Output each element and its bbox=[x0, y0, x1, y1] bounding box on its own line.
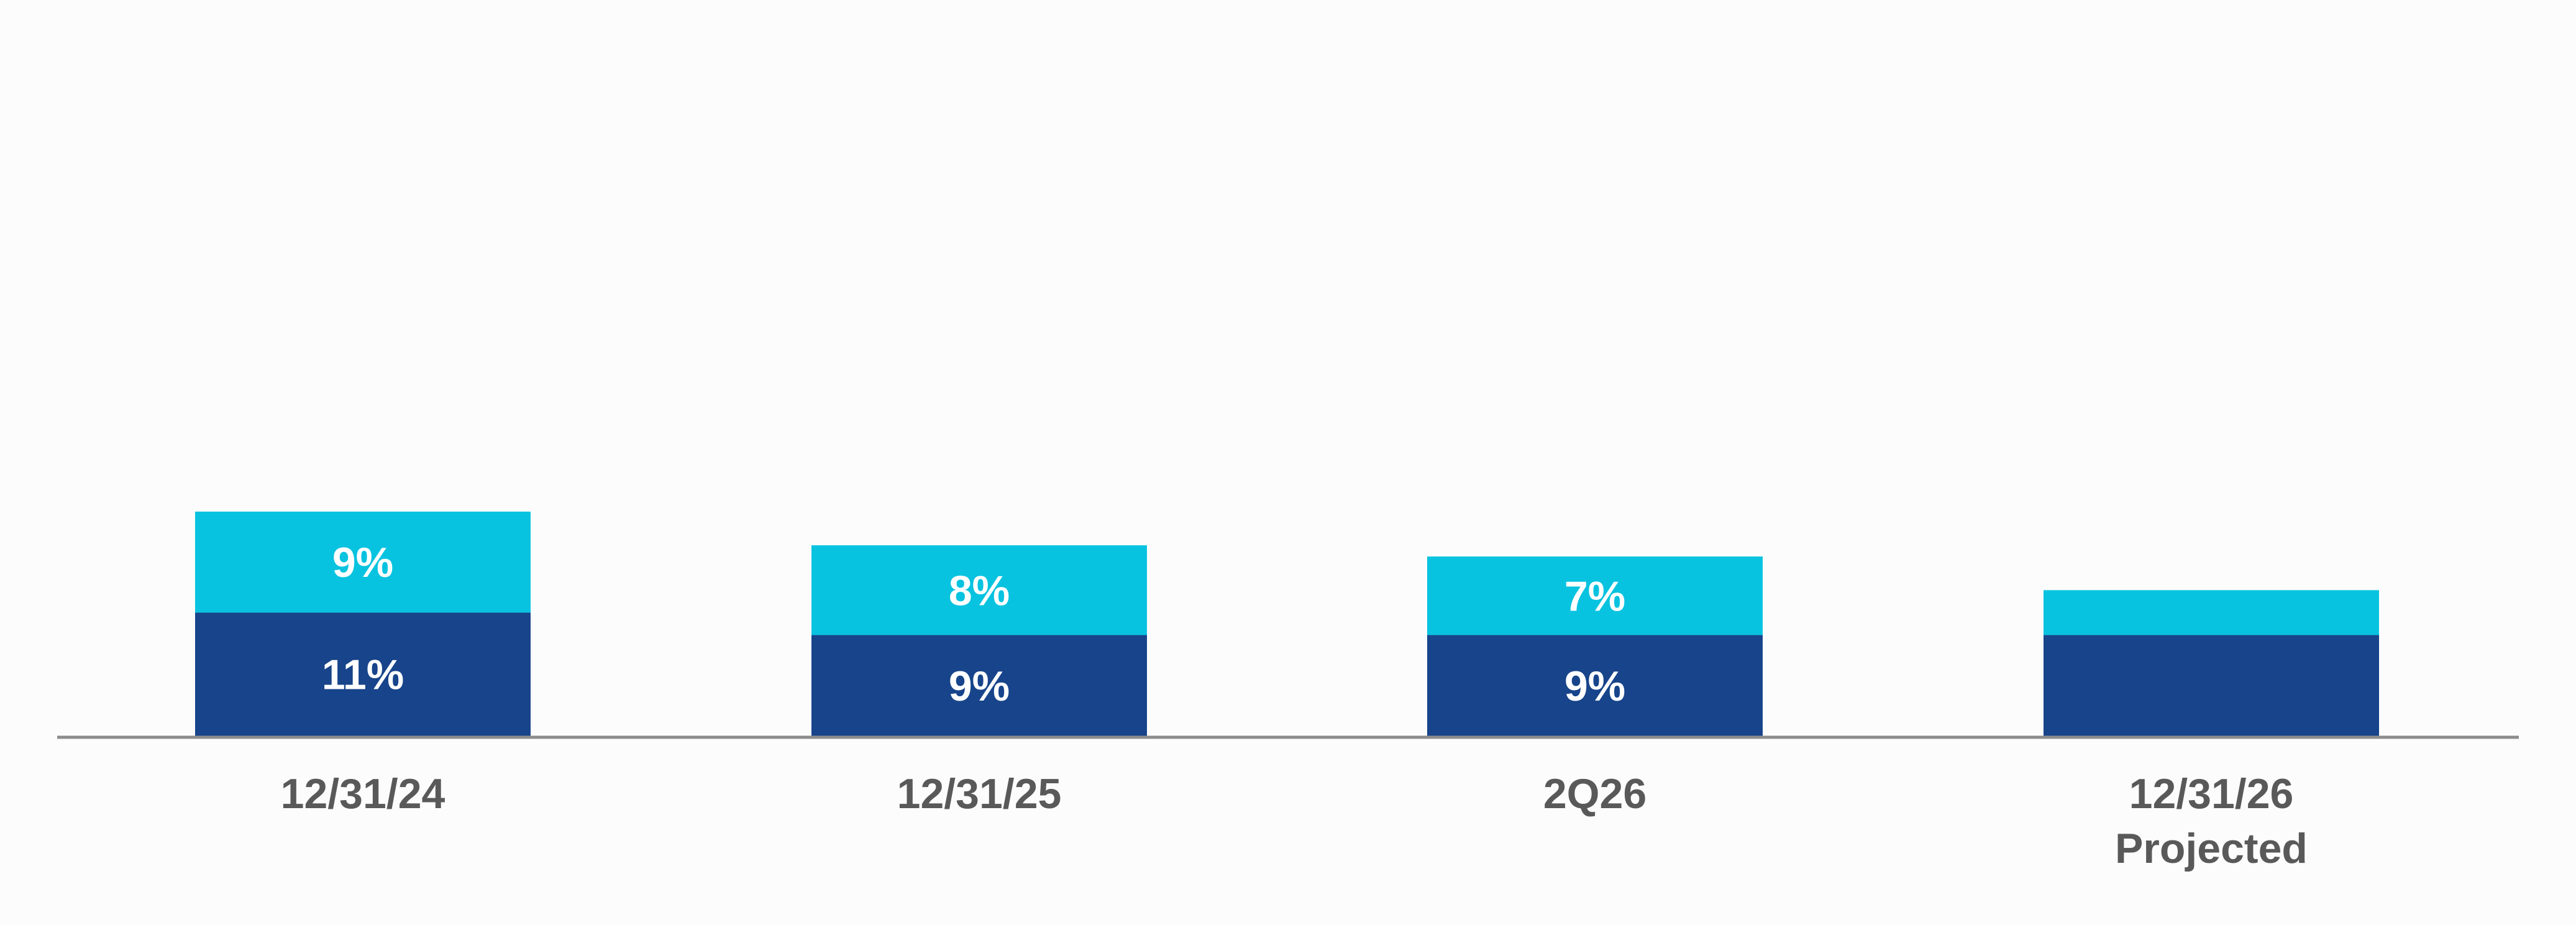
data-label-3-2: 7% bbox=[1564, 573, 1625, 620]
category-label-4: 12/31/26 bbox=[2129, 770, 2294, 817]
bar-segment-1-1 bbox=[195, 612, 531, 736]
bars-group bbox=[195, 512, 2379, 736]
category-label-4-line-2: Projected bbox=[2115, 825, 2308, 872]
bar-segment-4-1 bbox=[2044, 635, 2379, 736]
category-labels-group: 12/31/24 12/31/25 2Q26 12/31/26 Projected bbox=[281, 770, 2308, 872]
bar-segment-3-2 bbox=[1427, 556, 1763, 635]
data-label-2-2: 8% bbox=[949, 567, 1010, 614]
category-label-3: 2Q26 bbox=[1543, 770, 1647, 817]
data-label-1-1: 11% bbox=[322, 651, 404, 699]
data-labels-group: 11% 9% 9% 8% 9% 7% bbox=[322, 539, 1625, 710]
data-label-3-1: 9% bbox=[1564, 663, 1625, 710]
bar-segment-2-2 bbox=[811, 545, 1147, 635]
bar-segment-1-2 bbox=[195, 512, 531, 613]
bar-segment-2-1 bbox=[811, 635, 1147, 736]
bar-segment-4-2 bbox=[2044, 590, 2379, 635]
category-label-1: 12/31/24 bbox=[281, 770, 445, 817]
bar-segment-3-1 bbox=[1427, 635, 1763, 736]
data-label-2-1: 9% bbox=[949, 663, 1010, 710]
category-label-2: 12/31/25 bbox=[897, 770, 1062, 817]
data-label-1-2: 9% bbox=[332, 539, 393, 586]
